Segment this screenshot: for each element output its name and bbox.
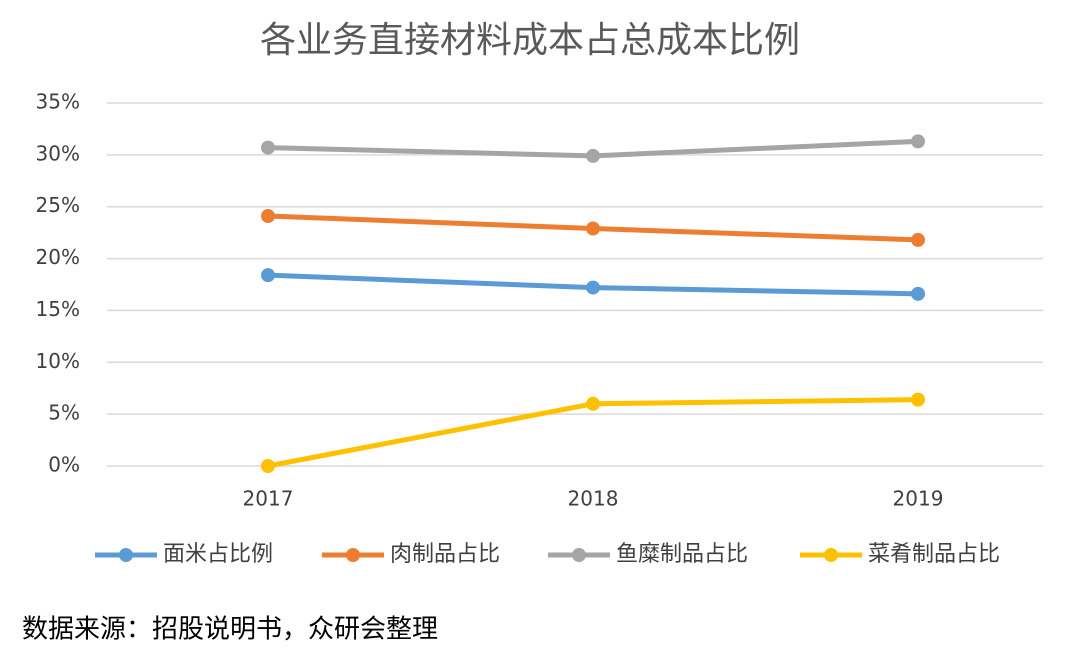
data-point bbox=[911, 286, 925, 301]
chart-title: 各业务直接材料成本占总成本比例 bbox=[260, 20, 800, 61]
y-tick-label: 30% bbox=[36, 141, 80, 165]
data-point bbox=[586, 396, 600, 411]
x-tick-label: 2018 bbox=[568, 487, 619, 511]
y-tick-label: 0% bbox=[48, 453, 80, 477]
legend-marker bbox=[824, 548, 838, 562]
y-tick-label: 20% bbox=[36, 245, 80, 269]
data-point bbox=[911, 134, 925, 149]
y-tick-label: 15% bbox=[36, 297, 80, 321]
data-point bbox=[261, 268, 275, 283]
data-point bbox=[261, 459, 275, 473]
data-point bbox=[261, 140, 275, 155]
y-tick-label: 10% bbox=[36, 349, 80, 373]
legend-label: 肉制品占比 bbox=[390, 542, 500, 567]
data-point bbox=[586, 148, 600, 163]
y-tick-label: 35% bbox=[36, 90, 80, 114]
legend-marker bbox=[346, 548, 360, 562]
legend-label: 鱼糜制品占比 bbox=[616, 542, 748, 567]
source-note: 数据来源：招股说明书，众研会整理 bbox=[22, 615, 438, 645]
legend-label: 菜肴制品占比 bbox=[868, 542, 1000, 567]
x-tick-label: 2019 bbox=[893, 487, 944, 511]
legend-marker bbox=[119, 548, 133, 562]
legend-label: 面米占比例 bbox=[163, 542, 273, 567]
data-point bbox=[911, 392, 925, 407]
data-point bbox=[586, 221, 600, 236]
legend-marker bbox=[572, 548, 586, 562]
x-tick-label: 2017 bbox=[243, 487, 294, 511]
y-tick-label: 5% bbox=[48, 401, 80, 425]
data-point bbox=[911, 232, 925, 247]
y-tick-label: 25% bbox=[36, 193, 80, 217]
data-point bbox=[261, 209, 275, 224]
data-point bbox=[586, 280, 600, 295]
